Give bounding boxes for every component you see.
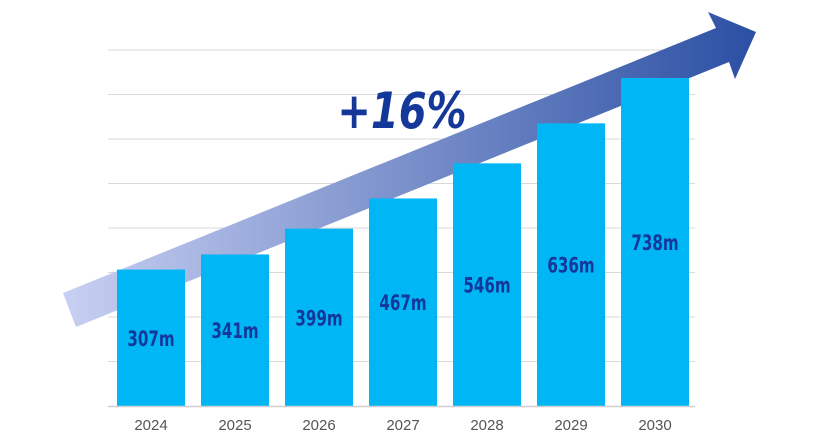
- x-tick-label: 2030: [638, 417, 671, 434]
- data-label-2025: 341m: [211, 320, 258, 344]
- bar-2026: [285, 228, 353, 406]
- growth-arrow: [63, 12, 756, 327]
- bar-2028: [453, 163, 521, 406]
- data-label-2028: 546m: [463, 274, 510, 298]
- bar-2029: [537, 123, 605, 406]
- data-label-2024: 307m: [127, 327, 174, 351]
- data-label-2030: 738m: [631, 232, 678, 256]
- x-tick-label: 2029: [554, 417, 587, 434]
- data-label-2027: 467m: [379, 292, 426, 316]
- x-tick-label: 2028: [470, 417, 503, 434]
- data-label-2029: 636m: [547, 254, 594, 278]
- growth-annotation: +16%: [337, 82, 466, 141]
- x-tick-label: 2026: [302, 417, 335, 434]
- x-tick-label: 2024: [134, 417, 167, 434]
- x-tick-label: 2027: [386, 417, 419, 434]
- bar-2027: [369, 198, 437, 406]
- data-label-2026: 399m: [295, 307, 342, 331]
- bar-2030: [621, 78, 689, 406]
- bar-2024: [117, 269, 185, 406]
- bar-2025: [201, 254, 269, 406]
- x-tick-label: 2025: [218, 417, 251, 434]
